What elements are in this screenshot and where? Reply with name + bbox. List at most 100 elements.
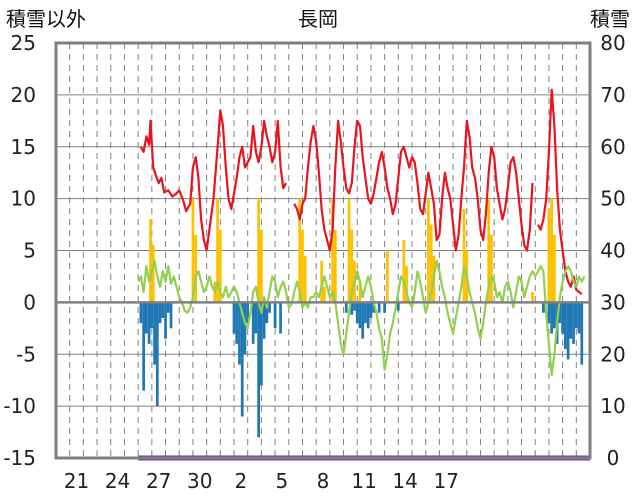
orange-bar	[333, 229, 337, 303]
right-tick-label: 60	[600, 135, 625, 159]
green-series-line	[137, 259, 586, 377]
chart-title: 長岡	[298, 7, 338, 31]
orange-bar	[385, 250, 389, 303]
blue-bar	[251, 302, 255, 344]
x-tick-label: 11	[351, 469, 376, 493]
blue-bar	[150, 302, 154, 329]
x-tick-label: 5	[276, 469, 289, 493]
blue-bar	[158, 302, 162, 324]
orange-bar	[260, 229, 263, 303]
blue-bar	[574, 302, 578, 329]
red-series-line	[293, 119, 534, 252]
right-tick-label: 0	[607, 446, 620, 470]
left-axis-ticks: 25 20 15 10 5 0 -5 -10 -15	[3, 31, 36, 470]
x-tick-label: 24	[105, 469, 130, 493]
orange-bar	[216, 198, 219, 303]
orange-bar	[257, 198, 261, 303]
orange-bar	[320, 260, 323, 303]
blue-bar	[257, 302, 261, 438]
orange-bar	[151, 245, 155, 303]
orange-bar	[350, 229, 354, 303]
blue-bar	[561, 302, 564, 334]
blue-bar	[246, 302, 250, 324]
orange-bar	[323, 286, 326, 303]
orange-bar	[553, 234, 556, 303]
left-tick-label: 10	[11, 187, 36, 211]
blue-bar	[240, 302, 244, 417]
blue-bar	[383, 302, 386, 313]
right-tick-label: 30	[600, 290, 625, 314]
blue-bar	[569, 302, 573, 339]
left-tick-label: 25	[11, 31, 36, 55]
x-tick-label: 2	[234, 469, 247, 493]
right-tick-label: 70	[600, 83, 625, 107]
x-tick-label: 27	[146, 469, 171, 493]
blue-bar	[166, 302, 170, 313]
right-tick-label: 20	[600, 342, 625, 366]
x-tick-label: 17	[434, 469, 459, 493]
orange-bar	[429, 224, 433, 303]
blue-bar	[238, 302, 241, 365]
blue-bar	[232, 302, 236, 334]
orange-bar	[550, 198, 554, 303]
blue-bar	[566, 302, 570, 360]
left-tick-label: 5	[23, 239, 36, 263]
blue-bar	[279, 302, 282, 334]
right-tick-label: 40	[600, 239, 625, 263]
bars	[139, 198, 584, 438]
orange-bar	[490, 234, 493, 303]
blue-bar	[147, 302, 151, 344]
x-axis-ticks: 21 24 27 30 2 5 8 11 14 17	[64, 469, 459, 493]
blue-bar	[580, 302, 584, 365]
orange-bar	[547, 209, 551, 303]
orange-bar	[303, 255, 307, 303]
orange-bar	[402, 240, 406, 303]
blue-bar	[235, 302, 239, 344]
blue-bar	[355, 302, 359, 324]
blue-bar	[155, 302, 159, 407]
orange-bar	[301, 229, 304, 303]
orange-bar	[218, 229, 222, 303]
right-tick-label: 10	[600, 394, 625, 418]
left-tick-label: 20	[11, 83, 36, 107]
orange-bar	[358, 281, 362, 303]
x-tick-label: 14	[392, 469, 417, 493]
blue-bar	[169, 302, 173, 329]
blue-bar	[273, 302, 277, 329]
blue-bar	[558, 302, 562, 324]
orange-bar	[347, 198, 351, 303]
blue-bar	[366, 302, 370, 329]
orange-bar	[149, 219, 152, 303]
blue-bar	[164, 302, 167, 339]
blue-bar	[364, 302, 367, 324]
right-axis-title: 積雪	[590, 7, 630, 31]
blue-bar	[243, 302, 247, 355]
left-tick-label: -10	[3, 394, 36, 418]
blue-bar	[268, 302, 271, 313]
left-tick-label: 15	[11, 135, 36, 159]
blue-bar	[396, 302, 400, 311]
orange-bar	[405, 266, 408, 303]
right-tick-label: 80	[600, 31, 625, 55]
orange-bar	[331, 198, 334, 303]
blue-bar	[265, 302, 269, 324]
orange-bar	[462, 209, 466, 303]
left-tick-label: 0	[23, 290, 36, 314]
blue-bar	[358, 302, 362, 329]
orange-bar	[191, 198, 195, 303]
blue-bar	[377, 302, 381, 313]
blue-bar	[572, 302, 575, 344]
blue-bar	[369, 302, 373, 318]
right-tick-label: 50	[600, 187, 625, 211]
blue-bar	[372, 302, 376, 313]
red-series-line	[139, 109, 287, 252]
blue-bar	[350, 302, 354, 315]
plot-frame	[54, 41, 592, 460]
left-axis-title: 積雪以外	[6, 7, 86, 31]
blue-bar	[553, 302, 556, 329]
orange-bar	[194, 234, 198, 303]
orange-bar	[298, 198, 302, 303]
left-tick-label: -5	[16, 342, 36, 366]
blue-bar	[563, 302, 567, 350]
